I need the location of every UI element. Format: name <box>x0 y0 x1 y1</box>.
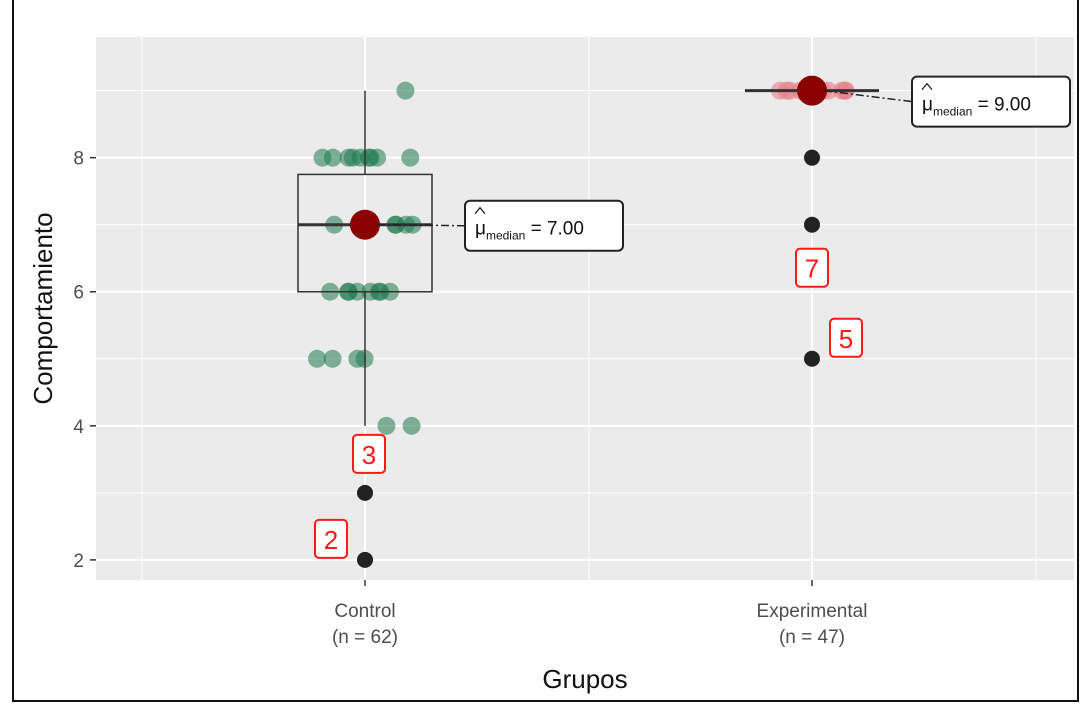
stat-connector <box>376 223 466 227</box>
median-marker <box>797 75 827 106</box>
stat-label: μmedian = 9.00 <box>922 95 1031 119</box>
stat-connector <box>823 89 913 103</box>
outlier-label: 5 <box>839 324 853 354</box>
y-axis-title: Comportamiento <box>28 212 58 404</box>
data-point <box>359 148 378 167</box>
outlier-label: 2 <box>324 525 338 555</box>
group-control: 3 2 μmedian = 7.00 <box>297 81 624 568</box>
data-point <box>323 349 342 368</box>
x-tick-label: Experimental <box>757 601 868 622</box>
group-experimental: 7 5 μmedian = 9.00 <box>745 75 1071 367</box>
outlier-point <box>357 551 373 568</box>
outlier-point <box>804 149 820 166</box>
x-tick-count: (n = 47) <box>779 627 845 648</box>
y-tick-label: 2 <box>73 551 84 572</box>
data-point <box>308 349 327 368</box>
y-axis: 2 4 6 8 <box>73 149 96 572</box>
box <box>297 173 433 293</box>
outlier-label-box <box>352 433 386 474</box>
groups-layer: 3 2 μmedian = 7.00 7 5 μmedian = 9.00 <box>297 75 1071 568</box>
x-axis: Control (n = 62) Experimental (n = 47) <box>332 580 867 648</box>
data-point <box>323 148 342 167</box>
y-tick-label: 6 <box>73 283 84 304</box>
x-tick-label: Control <box>334 601 395 622</box>
data-point <box>377 416 396 435</box>
data-point <box>339 148 358 167</box>
outlier-label-box <box>314 518 348 559</box>
data-point <box>401 148 420 167</box>
x-axis-title: Grupos <box>542 664 627 694</box>
outlier-point <box>804 216 820 233</box>
chart-frame <box>12 0 1079 702</box>
hat-mark <box>474 206 486 215</box>
hat-mark <box>921 82 933 91</box>
outlier-point <box>357 484 373 501</box>
x-tick-count: (n = 62) <box>332 627 398 648</box>
data-point <box>348 349 367 368</box>
stat-label-box <box>911 75 1071 128</box>
data-point <box>396 81 415 100</box>
plot-panel <box>96 37 1074 580</box>
outlier-label-box <box>795 247 829 288</box>
outlier-label-box <box>829 317 863 358</box>
y-tick-label: 8 <box>73 149 84 170</box>
data-point <box>402 416 421 435</box>
outlier-label: 7 <box>805 254 819 284</box>
y-tick-label: 4 <box>73 417 84 438</box>
median-marker <box>350 209 380 240</box>
stat-label-box <box>464 199 624 252</box>
outlier-point <box>804 350 820 367</box>
stat-label: μmedian = 7.00 <box>475 219 584 243</box>
outlier-label: 3 <box>362 440 376 470</box>
